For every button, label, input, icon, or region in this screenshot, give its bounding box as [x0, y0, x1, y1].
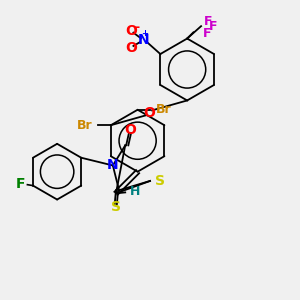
Text: F: F — [209, 20, 217, 33]
Text: F: F — [204, 15, 213, 28]
Text: O: O — [124, 123, 136, 137]
Text: +: + — [141, 29, 148, 38]
Text: O: O — [125, 41, 137, 55]
Text: O: O — [125, 24, 137, 38]
Text: S: S — [154, 174, 165, 188]
Text: O: O — [143, 106, 155, 120]
Text: N: N — [107, 158, 119, 172]
Text: Br: Br — [156, 103, 172, 116]
Text: H: H — [130, 185, 140, 198]
Text: Br: Br — [76, 119, 92, 132]
Text: S: S — [111, 200, 121, 214]
Text: -: - — [135, 21, 140, 34]
Text: F: F — [202, 27, 211, 40]
Text: N: N — [137, 33, 149, 47]
Text: F: F — [16, 177, 25, 191]
